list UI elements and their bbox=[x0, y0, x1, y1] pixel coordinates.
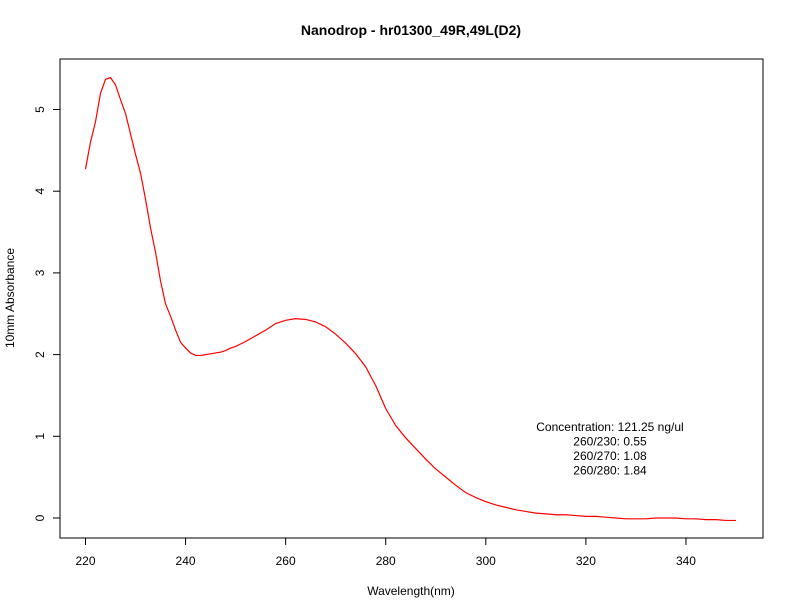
annotation-line: 260/280: 1.84 bbox=[573, 464, 647, 478]
x-tick-label: 300 bbox=[476, 554, 496, 568]
absorbance-line bbox=[84, 76, 736, 522]
x-axis-label: Wavelength(nm) bbox=[367, 584, 455, 598]
annotation-line: 260/230: 0.55 bbox=[573, 435, 647, 449]
annotation-line: Concentration: 121.25 ng/ul bbox=[536, 420, 683, 434]
x-tick-label: 340 bbox=[676, 554, 696, 568]
chart-title: Nanodrop - hr01300_49R,49L(D2) bbox=[301, 22, 521, 38]
x-tick-label: 320 bbox=[576, 554, 596, 568]
y-tick-label: 0 bbox=[33, 514, 47, 521]
y-axis-label: 10mm Absorbance bbox=[3, 248, 17, 348]
y-tick-label: 3 bbox=[33, 269, 47, 276]
y-tick-label: 4 bbox=[33, 188, 47, 195]
x-tick-label: 260 bbox=[276, 554, 296, 568]
y-tick-label: 5 bbox=[33, 106, 47, 113]
x-tick-label: 240 bbox=[176, 554, 196, 568]
plot-frame bbox=[59, 58, 764, 539]
x-tick-label: 280 bbox=[376, 554, 396, 568]
y-tick-label: 2 bbox=[33, 351, 47, 358]
y-axis: 0 1 2 3 4 5 bbox=[33, 106, 61, 521]
x-tick-label: 220 bbox=[75, 554, 95, 568]
annotation-line: 260/270: 1.08 bbox=[573, 449, 647, 463]
y-tick-label: 1 bbox=[33, 433, 47, 440]
x-axis: 220 240 260 280 300 320 340 bbox=[75, 537, 696, 568]
